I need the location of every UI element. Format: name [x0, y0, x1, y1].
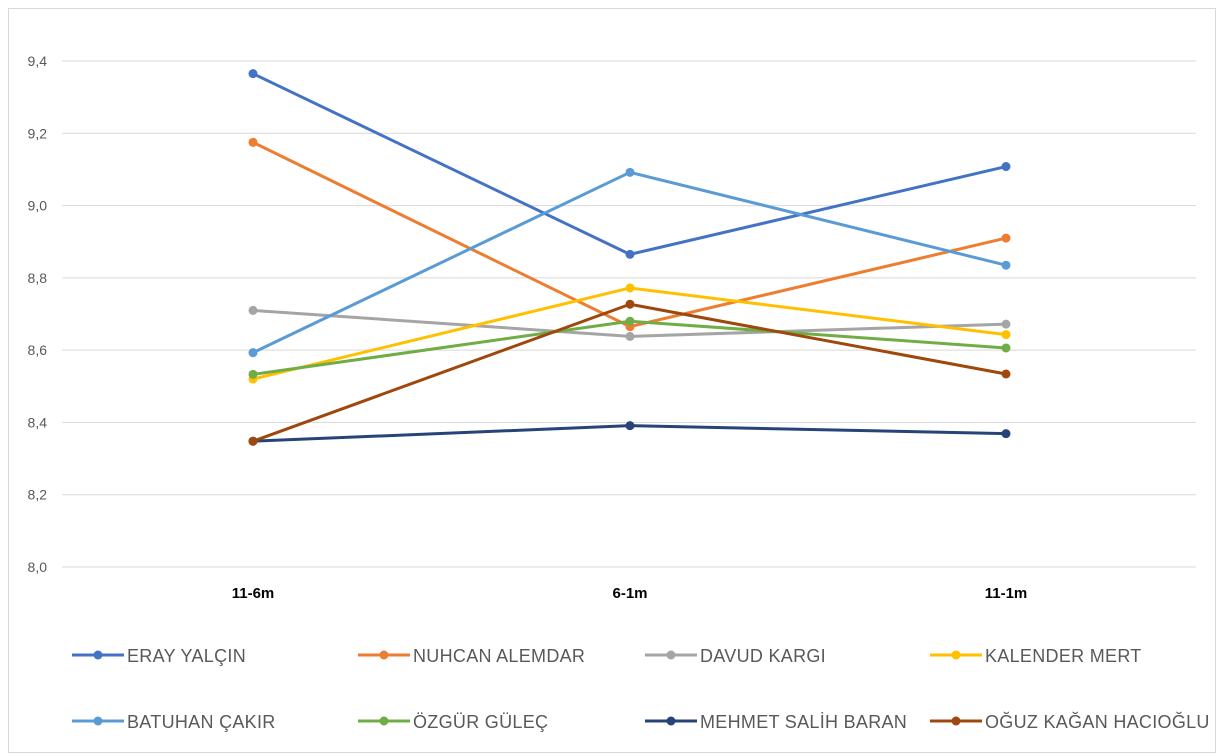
data-point: [248, 69, 258, 79]
x-tick-label: 11-1m: [985, 585, 1028, 602]
data-point: [1001, 233, 1011, 243]
legend-label: BATUHAN ÇAKIR: [127, 712, 276, 732]
data-point: [1001, 369, 1011, 379]
gridlines: [62, 60, 1196, 568]
y-tick-label: 8,4: [28, 414, 48, 430]
data-point: [625, 421, 635, 431]
data-point: [248, 305, 258, 315]
legend-label: ERAY YALÇIN: [127, 646, 246, 666]
legend-swatch-marker: [666, 650, 676, 660]
data-point: [625, 283, 635, 293]
legend-label: DAVUD KARGI: [700, 646, 826, 666]
data-point: [248, 369, 258, 379]
chart-frame: [8, 8, 1216, 753]
data-point: [625, 299, 635, 309]
legend-swatch-marker: [379, 716, 389, 726]
data-point: [1001, 260, 1011, 270]
legend-swatch-marker: [93, 716, 103, 726]
y-tick-label: 9,0: [28, 198, 48, 214]
legend-swatch-marker: [93, 650, 103, 660]
legend-swatch-marker: [951, 650, 961, 660]
y-axis-ticks: 8,0 8,2 8,4 8,6 8,8 9,0 9,2 9,4: [28, 53, 48, 575]
data-point: [248, 348, 258, 358]
legend-swatch-marker: [379, 650, 389, 660]
series-line: [251, 72, 1008, 256]
data-point: [1001, 162, 1011, 172]
y-tick-label: 8,6: [28, 342, 48, 358]
y-tick-label: 8,8: [28, 270, 48, 286]
y-tick-label: 8,2: [28, 487, 48, 503]
x-axis-ticks: 11-6m 6-1m 11-1m: [232, 585, 1028, 602]
data-point: [1001, 429, 1011, 439]
y-tick-label: 8,0: [28, 559, 48, 575]
y-tick-label: 9,2: [28, 125, 48, 141]
data-point: [248, 137, 258, 147]
data-point: [625, 316, 635, 326]
legend-label: KALENDER MERT: [985, 646, 1142, 666]
series-lines: [248, 69, 1011, 446]
legend-label: ÖZGÜR GÜLEÇ: [413, 712, 548, 732]
data-point: [625, 331, 635, 341]
x-tick-label: 11-6m: [232, 585, 275, 602]
data-point: [1001, 343, 1011, 353]
data-point: [625, 249, 635, 259]
data-point: [1001, 319, 1011, 329]
data-point: [1001, 330, 1011, 340]
legend-swatch-marker: [666, 716, 676, 726]
legend-swatch-marker: [951, 716, 961, 726]
legend-label: NUHCAN ALEMDAR: [413, 646, 585, 666]
legend-label: OĞUZ KAĞAN HACIOĞLU: [985, 711, 1210, 732]
data-point: [248, 436, 258, 446]
y-tick-label: 9,4: [28, 53, 48, 69]
data-point: [625, 167, 635, 177]
x-tick-label: 6-1m: [612, 585, 647, 602]
legend: ERAY YALÇIN NUHCAN ALEMDAR DAVUD KARGI KALE…: [72, 646, 1210, 732]
legend-label: MEHMET SALİH BARAN: [700, 712, 907, 732]
